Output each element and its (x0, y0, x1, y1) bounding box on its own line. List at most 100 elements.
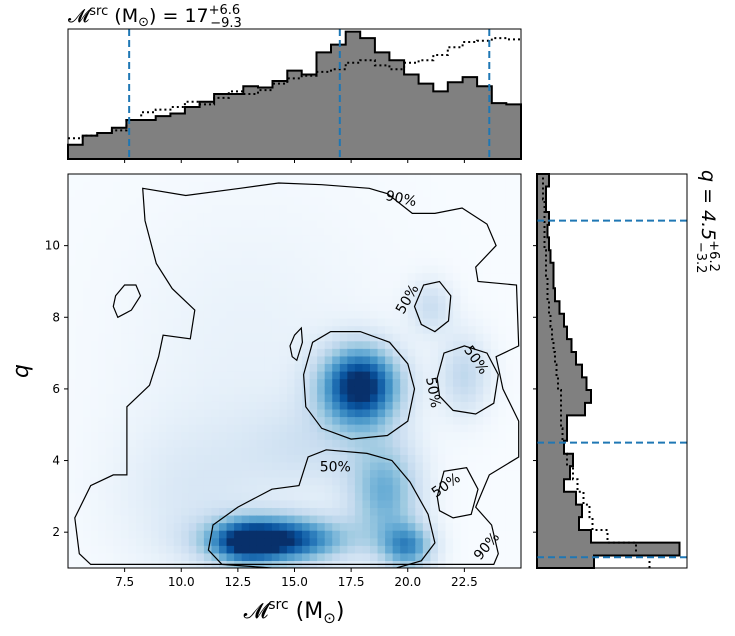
heatmap-cell (362, 227, 371, 236)
heatmap-cell (339, 189, 348, 198)
heatmap-cell (113, 477, 122, 486)
heatmap-cell (468, 416, 477, 425)
heatmap-cell (143, 424, 152, 433)
heatmap-cell (286, 386, 296, 395)
heatmap-cell (83, 552, 92, 562)
heatmap-cell (90, 310, 99, 319)
heatmap-cell (377, 424, 386, 433)
heatmap-cell (505, 333, 515, 342)
heatmap-cell (407, 477, 416, 486)
heatmap-cell (475, 530, 484, 539)
heatmap-cell (317, 242, 326, 251)
heatmap-cell (505, 295, 515, 304)
heatmap-cell (453, 287, 462, 296)
x-tick-label: 12.5 (225, 575, 252, 589)
heatmap-cell (339, 287, 348, 296)
heatmap-cell (370, 242, 379, 251)
heatmap-cell (475, 287, 484, 296)
heatmap-cell (211, 446, 220, 455)
heatmap-cell (385, 507, 394, 516)
heatmap-cell (468, 280, 477, 289)
heatmap-cell (513, 439, 521, 448)
heatmap-cell (505, 446, 515, 455)
heatmap-cell (302, 280, 311, 289)
heatmap-cell (498, 499, 507, 508)
heatmap-cell (400, 280, 409, 289)
heatmap-cell (407, 446, 416, 455)
heatmap-cell (437, 257, 447, 266)
heatmap-cell (151, 424, 160, 433)
heatmap-cell (385, 363, 394, 372)
heatmap-cell (75, 431, 84, 440)
heatmap-cell (445, 272, 454, 281)
heatmap-cell (226, 333, 235, 342)
heatmap-cell (392, 484, 401, 493)
heatmap-cell (271, 234, 280, 243)
heatmap-cell (158, 257, 167, 266)
heatmap-cell (83, 378, 92, 387)
heatmap-cell (407, 295, 416, 304)
heatmap-cell (158, 234, 167, 243)
heatmap-cell (415, 454, 424, 463)
heatmap-cell (294, 234, 303, 243)
heatmap-cell (392, 211, 401, 221)
heatmap-cell (513, 264, 521, 274)
heatmap-cell (498, 317, 507, 327)
heatmap-cell (415, 416, 424, 425)
heatmap-cell (302, 424, 311, 433)
heatmap-cell (309, 424, 318, 433)
heatmap-cell (158, 227, 167, 236)
heatmap-cell (143, 530, 152, 539)
heatmap-cell (415, 211, 424, 221)
heatmap-cell (437, 174, 447, 183)
heatmap-cell (188, 393, 197, 402)
heatmap-cell (219, 416, 228, 425)
heatmap-cell (166, 393, 175, 402)
heatmap-cell (120, 310, 129, 319)
heatmap-cell (196, 264, 205, 274)
heatmap-cell (385, 454, 394, 463)
heatmap-cell (143, 325, 152, 334)
heatmap-cell (90, 514, 99, 524)
heatmap-cell (128, 325, 137, 334)
heatmap-cell (294, 174, 303, 183)
heatmap-cell (437, 272, 447, 281)
heatmap-cell (430, 431, 439, 440)
heatmap-cell (513, 530, 521, 539)
heatmap-cell (513, 477, 521, 486)
heatmap-cell (234, 439, 243, 448)
heatmap-cell (490, 545, 499, 554)
heatmap-cell (483, 439, 492, 448)
heatmap-cell (339, 461, 348, 471)
heatmap-cell (415, 242, 424, 251)
heatmap-cell (302, 507, 311, 516)
heatmap-cell (173, 363, 182, 372)
heatmap-cell (324, 249, 333, 258)
heatmap-cell (105, 439, 114, 448)
heatmap-cell (498, 242, 507, 251)
heatmap-cell (143, 492, 152, 501)
heatmap-cell (166, 514, 175, 524)
heatmap-cell (309, 514, 318, 524)
heatmap-cell (317, 507, 326, 516)
heatmap-cell (211, 499, 220, 508)
heatmap-cell (354, 439, 364, 448)
heatmap-cell (392, 310, 401, 319)
heatmap-cell (468, 439, 477, 448)
heatmap-cell (317, 174, 326, 183)
heatmap-cell (68, 477, 77, 486)
heatmap-cell (498, 272, 507, 281)
heatmap-cell (143, 302, 152, 311)
heatmap-cell (475, 257, 484, 266)
heatmap-cell (370, 386, 379, 395)
heatmap-cell (90, 386, 99, 395)
heatmap-cell (400, 393, 409, 402)
heatmap-cell (256, 477, 265, 486)
heatmap-cell (279, 416, 288, 425)
heatmap-cell (513, 272, 521, 281)
heatmap-cell (196, 234, 205, 243)
heatmap-cell (249, 348, 258, 357)
heatmap-cell (339, 378, 348, 387)
heatmap-cell (370, 295, 379, 304)
heatmap-cell (158, 507, 167, 516)
